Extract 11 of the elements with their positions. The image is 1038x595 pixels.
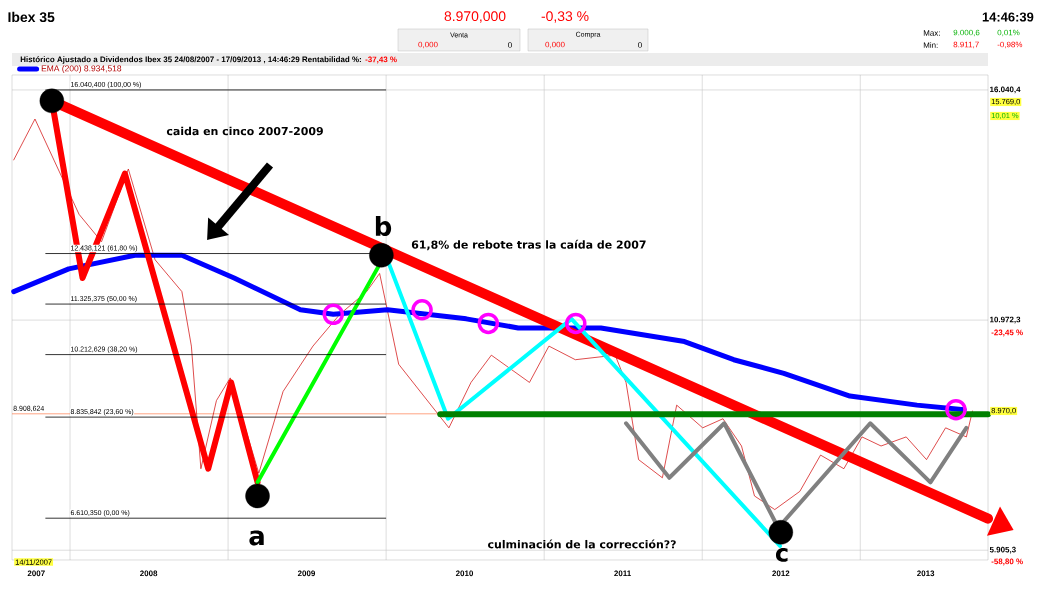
- annotation: culminación de la corrección??: [488, 539, 676, 549]
- text: 8.970,000: [444, 11, 506, 23]
- text: 14:46:39: [982, 12, 1034, 22]
- annotation: caida en cinco 2007-2009: [166, 126, 323, 136]
- annotation: b: [375, 215, 392, 236]
- text: -0,33 %: [541, 11, 589, 23]
- chart-title: Ibex 35: [8, 11, 55, 23]
- annotation: a: [249, 530, 264, 546]
- annotation: c: [775, 548, 788, 562]
- annotation: 61,8% de rebote tras la caída de 2007: [411, 239, 646, 251]
- legend-label: EMA (200) 8.934,518: [41, 65, 122, 74]
